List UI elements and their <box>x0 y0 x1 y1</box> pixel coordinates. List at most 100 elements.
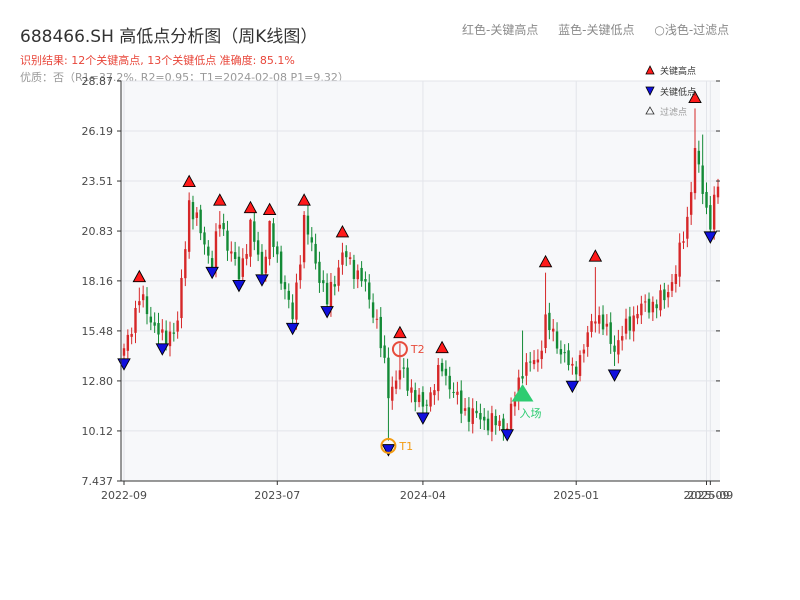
key-low-marker <box>607 369 622 382</box>
candle-body <box>456 391 459 395</box>
candle-body <box>279 251 283 284</box>
candle-body <box>245 253 248 259</box>
candle-body <box>532 360 536 365</box>
candle-body <box>471 408 474 424</box>
candle-body <box>467 407 471 422</box>
candle-body <box>241 258 244 277</box>
candle-body <box>333 284 336 287</box>
candle-body <box>716 186 720 198</box>
candle-body <box>663 289 666 301</box>
candle-body <box>383 345 386 358</box>
candle-body <box>360 267 363 282</box>
legend-red-label: 红色-关键高点 <box>462 23 539 37</box>
candle-body <box>678 242 681 277</box>
candle-body <box>138 301 141 306</box>
entry-label: 入场 <box>520 406 542 420</box>
entry-marker <box>511 384 534 402</box>
candle-body <box>375 318 379 320</box>
t1-circle <box>380 437 397 454</box>
t2-label: T2 <box>410 343 425 356</box>
key-high-marker <box>262 202 277 215</box>
candle-body <box>440 362 444 372</box>
y-tick-label: 7.437 <box>82 475 114 488</box>
key-high-marker <box>538 254 553 268</box>
candle-body <box>666 292 670 298</box>
candle-body <box>613 345 616 352</box>
candle-body <box>689 192 693 215</box>
candle-body <box>448 375 451 390</box>
key-low-marker <box>255 274 269 287</box>
candle-body <box>249 219 252 257</box>
candle-body <box>705 191 708 208</box>
candle-body <box>310 237 313 243</box>
key-high-marker <box>182 174 196 188</box>
candle-body <box>498 420 501 426</box>
candle-body <box>517 377 520 401</box>
candle-body <box>210 258 214 268</box>
candle-body <box>494 415 497 426</box>
candle-body <box>414 390 417 403</box>
candle-body <box>222 223 225 230</box>
key-high-marker <box>132 269 147 283</box>
candle-body <box>410 387 413 393</box>
axes <box>117 80 720 485</box>
candle-body <box>624 318 628 334</box>
legend-high-icon <box>645 65 655 75</box>
key-high-marker <box>243 200 258 214</box>
candle-body <box>141 294 145 301</box>
y-tick-label: 28.87 <box>82 75 114 88</box>
key-low-marker <box>381 444 396 457</box>
candle-body <box>463 408 467 411</box>
candle-body <box>701 165 704 194</box>
candle-body <box>122 348 126 356</box>
candle-body <box>145 296 149 315</box>
candle-body <box>299 264 302 281</box>
key-low-marker <box>232 279 246 293</box>
candle-body <box>590 321 593 332</box>
candle-body <box>295 282 298 320</box>
key-low-marker <box>565 380 580 394</box>
candle-body <box>620 336 624 341</box>
candle-body <box>406 367 409 391</box>
x-tick-label: 2025-09 <box>684 489 730 502</box>
candle-body <box>184 249 187 279</box>
top-legend: 红色-关键高点 蓝色-关键低点 ○浅色-过滤点 <box>462 21 745 38</box>
candle-body <box>525 362 528 376</box>
t1-label: T1 <box>398 440 413 453</box>
candle-body <box>337 267 340 286</box>
result-subtitle: 识别结果: 12个关键高点, 13个关键低点 准确度: 85.1% <box>20 54 295 67</box>
candle-body <box>586 332 589 347</box>
y-tick-label: 23.51 <box>82 175 114 188</box>
candle-body <box>180 277 183 319</box>
candle-body <box>655 304 658 309</box>
candle-body <box>548 312 551 331</box>
candle-body <box>318 261 321 283</box>
candle-body <box>540 350 543 360</box>
candle-body <box>617 340 620 355</box>
candle-body <box>264 256 267 274</box>
candle-body <box>218 224 222 229</box>
x-tick-label: 2022-09 <box>101 489 147 502</box>
candle-body <box>674 274 678 284</box>
key-high-marker <box>213 193 227 206</box>
candle-body <box>444 368 448 376</box>
x-tick-label: 2025-01 <box>553 489 599 502</box>
candle-body <box>460 390 463 414</box>
x-tick-label: 2025-09 <box>687 489 733 502</box>
candle-body <box>693 148 697 194</box>
candle-body <box>609 322 612 344</box>
candle-body <box>640 303 643 316</box>
candle-body <box>632 315 635 332</box>
y-tick-label: 18.16 <box>82 275 114 288</box>
candle-body <box>486 418 490 431</box>
candle-body <box>230 251 233 254</box>
x-tick-label: 2024-04 <box>400 489 446 502</box>
candle-body <box>283 282 287 290</box>
candle-body <box>394 380 398 389</box>
key-low-marker <box>500 429 514 442</box>
candle-body <box>391 386 394 401</box>
candle-body <box>253 221 256 242</box>
candle-body <box>598 315 601 324</box>
t2-circle <box>391 341 408 358</box>
